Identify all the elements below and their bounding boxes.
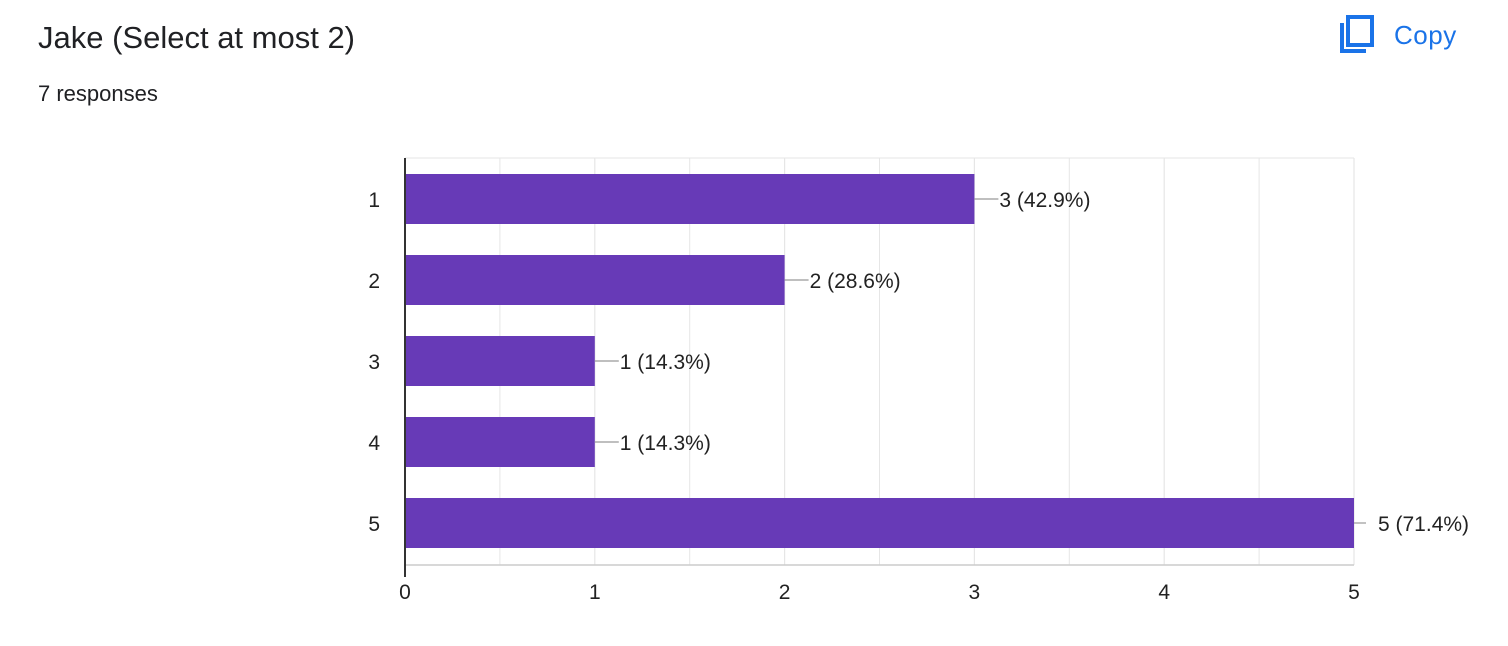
bar (405, 336, 595, 386)
data-label: 1 (14.3%) (620, 351, 711, 374)
question-title: Jake (Select at most 2) (38, 20, 356, 55)
category-label: 1 (368, 189, 380, 212)
bar (405, 174, 975, 224)
data-label: 5 (71.4%) (1378, 513, 1469, 536)
copy-button[interactable]: Copy (1336, 12, 1457, 58)
category-label: 3 (368, 351, 380, 374)
category-label: 2 (368, 270, 380, 293)
x-tick-label: 5 (1348, 581, 1360, 604)
data-label: 3 (42.9%) (999, 189, 1090, 212)
data-label: 2 (28.6%) (810, 270, 901, 293)
category-label: 4 (368, 432, 380, 455)
category-label: 5 (368, 513, 380, 536)
bar (405, 498, 1354, 548)
x-tick-label: 4 (1158, 581, 1170, 604)
response-count: 7 responses (38, 81, 158, 106)
data-label: 1 (14.3%) (620, 432, 711, 455)
x-tick-label: 0 (399, 581, 411, 604)
copy-icon (1340, 15, 1374, 53)
x-tick-label: 1 (589, 581, 601, 604)
bar (405, 417, 595, 467)
copy-label: Copy (1394, 19, 1457, 50)
bar (405, 255, 785, 305)
x-tick-label: 2 (779, 581, 791, 604)
x-tick-label: 3 (969, 581, 981, 604)
